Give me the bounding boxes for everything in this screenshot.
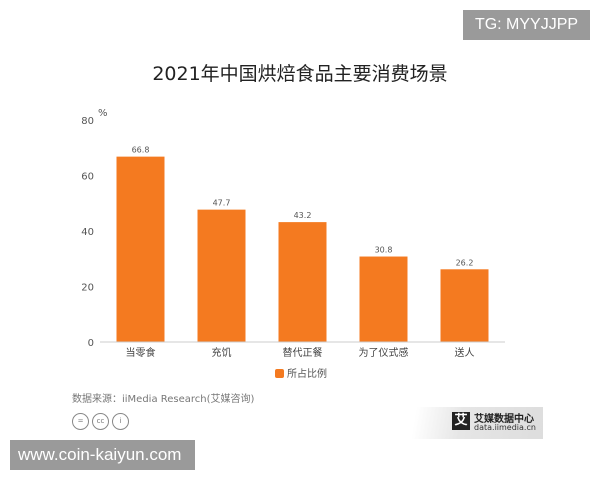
bar-chart: 2021年中国烘焙食品主要消费场景 % 0 20 40 60 80 66.8 47.7 43.… xyxy=(81,63,505,380)
cc-by-icon: i xyxy=(112,413,129,430)
logo-name: 艾媒数据中心 xyxy=(474,414,534,425)
chart-title: 2021年中国烘焙食品主要消费场景 xyxy=(152,63,447,85)
iimedia-logo: 艾 艾媒数据中心 data.iimedia.cn xyxy=(360,407,543,439)
y-axis-unit: % xyxy=(98,108,108,119)
cc-nd-icon: = xyxy=(72,413,89,430)
bar xyxy=(359,256,408,342)
logo-url: data.iimedia.cn xyxy=(474,423,536,432)
data-label: 30.8 xyxy=(375,246,393,255)
data-label: 66.8 xyxy=(132,146,150,155)
cc-icon: cc xyxy=(92,413,109,430)
y-tick-label: 60 xyxy=(81,172,94,183)
bar xyxy=(116,156,165,342)
bar xyxy=(197,209,246,342)
legend-swatch xyxy=(275,369,284,378)
data-label: 43.2 xyxy=(294,211,312,220)
y-tick-label: 80 xyxy=(81,116,94,127)
watermark-top: TG: MYYJJPP xyxy=(463,10,590,40)
watermark-bottom: www.coin-kaiyun.com xyxy=(10,440,195,470)
data-label: 26.2 xyxy=(456,258,474,267)
x-tick-label: 替代正餐 xyxy=(283,346,323,359)
bar xyxy=(440,269,489,342)
x-tick-label: 为了仪式感 xyxy=(359,346,409,359)
data-label: 47.7 xyxy=(213,199,231,208)
y-tick-label: 20 xyxy=(81,283,94,294)
x-tick-label: 送人 xyxy=(455,346,475,359)
y-tick-label: 0 xyxy=(88,338,94,349)
bar xyxy=(278,222,327,342)
logo-mark: 艾 xyxy=(452,412,470,430)
y-tick-label: 40 xyxy=(81,227,94,238)
legend-label: 所占比例 xyxy=(287,367,327,380)
x-tick-label: 充饥 xyxy=(212,346,232,359)
data-source: 数据来源：iiMedia Research(艾媒咨询) xyxy=(72,394,255,405)
x-tick-label: 当零食 xyxy=(126,346,156,359)
license-icons: = cc i xyxy=(72,413,129,430)
